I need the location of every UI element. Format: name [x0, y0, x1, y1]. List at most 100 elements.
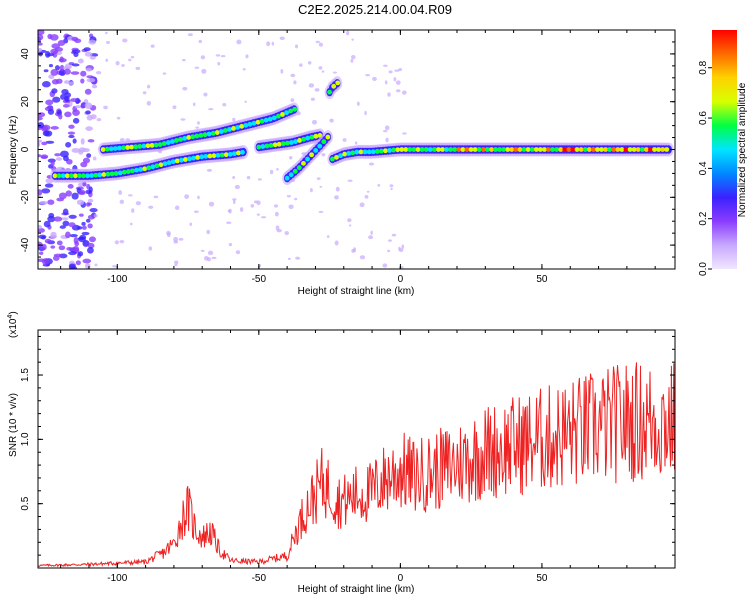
spectrogram-speckle — [318, 66, 323, 70]
spectrogram-core — [374, 149, 380, 154]
spectrogram-core — [288, 108, 294, 114]
spectrogram-speckle — [146, 84, 151, 89]
spectrogram-core — [635, 147, 641, 152]
snr-x-ticks: -100 -50 0 50 — [60, 330, 656, 584]
spectrogram-speckle — [121, 64, 125, 67]
spectrogram-core — [236, 150, 241, 156]
spectrogram-speckle — [77, 251, 84, 257]
spectrogram-speckle — [359, 202, 365, 208]
spectrogram-speckle — [51, 43, 61, 49]
spectrogram-core — [399, 147, 405, 152]
spectrogram-core — [586, 147, 592, 152]
spectrogram-speckle — [184, 194, 189, 199]
spectrogram-speckle — [57, 40, 66, 47]
spectrogram-speckle — [45, 140, 55, 144]
snr-x-tick-label: 50 — [536, 573, 548, 584]
spectrogram-speckle — [187, 33, 193, 37]
snr-frame — [37, 329, 676, 569]
colorbar-tick-label: 0.2 — [698, 211, 709, 225]
spectrogram-speckle — [334, 195, 339, 200]
spectrogram-core — [218, 129, 224, 134]
spectrogram-core — [271, 115, 277, 121]
spectrogram-speckle — [86, 78, 96, 83]
spectrogram-speckle — [77, 58, 84, 64]
spectrogram-speckle — [372, 76, 377, 82]
spectrogram-core — [309, 134, 315, 140]
spectrogram-panel: -100 -50 0 50 -40 -20 0 20 40 Height of straigh… — [8, 29, 676, 297]
spectrogram-speckle — [87, 202, 92, 206]
spectrogram-core — [267, 116, 273, 122]
spectrogram-speckle — [91, 84, 98, 89]
spectrogram-core — [211, 153, 217, 159]
spectrogram-speckle — [350, 59, 354, 63]
spectrogram-core — [97, 172, 103, 178]
spectrogram-speckle — [68, 222, 76, 228]
spectrogram-y-tick-label: 20 — [20, 96, 31, 108]
spectrogram-speckle — [38, 30, 45, 36]
spectrogram-speckle — [217, 61, 221, 66]
spectrogram-core — [313, 133, 319, 139]
spectrogram-core — [198, 132, 204, 138]
spectrogram-x-tick-label: -50 — [252, 274, 267, 285]
spectrogram-speckle — [82, 258, 92, 264]
spectrogram-y-tick-label: -20 — [20, 190, 31, 205]
spectrogram-core — [231, 151, 237, 157]
spectrogram-core — [227, 151, 233, 157]
spectrogram-speckle — [364, 110, 367, 116]
spectrogram-core — [493, 147, 498, 152]
spectrogram-speckle — [64, 96, 70, 103]
spectrogram-speckle — [342, 138, 347, 142]
spectrogram-speckle — [192, 102, 196, 107]
snr-x-tick-label: -100 — [107, 573, 127, 584]
spectrogram-core — [595, 147, 600, 152]
spectrogram-core — [623, 147, 629, 152]
spectrogram-speckle — [310, 188, 313, 193]
spectrogram-speckle — [180, 118, 186, 121]
spectrogram-core — [203, 153, 209, 159]
spectrogram-core — [489, 147, 494, 152]
spectrogram-speckle — [41, 258, 50, 265]
spectrogram-speckle — [276, 167, 279, 171]
snr-multiplier-exponent: 4 — [7, 315, 14, 319]
spectrogram-speckle — [78, 149, 84, 155]
spectrogram-speckle — [207, 250, 214, 256]
spectrogram-speckle — [200, 249, 205, 252]
spectrogram-core — [72, 173, 78, 179]
spectrogram-y-tick-label: 40 — [20, 48, 31, 60]
spectrogram-core — [334, 154, 339, 160]
spectrogram-speckle — [55, 157, 63, 161]
spectrogram-speckle — [58, 113, 63, 120]
spectrogram-speckle — [38, 112, 46, 118]
spectrogram-core — [272, 142, 278, 148]
spectrogram-speckle — [232, 117, 236, 122]
spectrogram-speckle — [356, 101, 360, 106]
spectrogram-core — [582, 147, 588, 152]
spectrogram-core — [108, 146, 114, 152]
spectrogram-core — [195, 155, 201, 160]
spectrogram-core — [60, 173, 66, 179]
spectrogram-speckle — [395, 89, 401, 93]
spectrogram-core — [358, 149, 364, 155]
spectrogram-speckle — [347, 218, 352, 223]
spectrogram-speckle — [269, 169, 274, 175]
spectrogram-speckle — [103, 105, 108, 110]
spectrogram-core — [101, 172, 107, 177]
spectrogram-core — [117, 145, 122, 151]
spectrogram-core — [305, 156, 310, 162]
spectrogram-speckle — [51, 88, 58, 94]
spectrogram-core — [255, 119, 261, 125]
spectrogram-speckle — [384, 80, 388, 85]
spectrogram-speckle — [256, 213, 260, 216]
spectrogram-core — [138, 167, 143, 172]
spectrogram-core — [366, 149, 372, 155]
spectrogram-speckle — [299, 63, 303, 67]
spectrogram-speckle — [50, 245, 56, 249]
spectrogram-speckle — [58, 245, 66, 251]
spectrogram-speckle — [54, 65, 60, 71]
spectrogram-core — [247, 121, 253, 127]
spectrogram-speckle — [62, 208, 69, 215]
spectrogram-core — [321, 139, 327, 145]
page-title: C2E2.2025.214.00.04.R09 — [298, 2, 452, 17]
spectrogram-speckle — [62, 104, 70, 108]
spectrogram-speckle — [245, 54, 249, 59]
